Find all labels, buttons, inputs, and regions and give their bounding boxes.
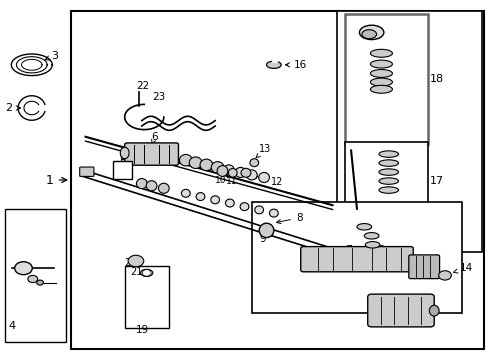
FancyBboxPatch shape — [124, 143, 178, 165]
Text: 1: 1 — [46, 174, 66, 186]
Text: 7: 7 — [344, 245, 351, 255]
Ellipse shape — [269, 209, 278, 217]
Bar — [344, 142, 427, 220]
Text: 6: 6 — [151, 132, 158, 145]
Ellipse shape — [378, 178, 398, 184]
Text: 20: 20 — [124, 258, 137, 268]
Text: 19: 19 — [136, 325, 149, 336]
Ellipse shape — [181, 189, 190, 197]
Ellipse shape — [361, 30, 376, 39]
Circle shape — [28, 275, 38, 283]
Text: 16: 16 — [285, 60, 306, 70]
Ellipse shape — [370, 85, 391, 93]
Circle shape — [128, 255, 143, 267]
Ellipse shape — [210, 196, 219, 204]
Ellipse shape — [266, 61, 281, 68]
Circle shape — [438, 271, 450, 280]
Ellipse shape — [370, 78, 391, 86]
Ellipse shape — [370, 60, 391, 68]
FancyBboxPatch shape — [80, 167, 94, 176]
Ellipse shape — [200, 159, 212, 171]
Ellipse shape — [241, 168, 250, 177]
Ellipse shape — [258, 172, 269, 183]
Text: 14: 14 — [452, 263, 472, 273]
Text: 21: 21 — [130, 267, 142, 277]
Ellipse shape — [211, 162, 224, 173]
Ellipse shape — [378, 160, 398, 166]
Text: 15: 15 — [371, 245, 385, 255]
Text: 4: 4 — [9, 321, 16, 331]
Ellipse shape — [146, 181, 157, 191]
Text: 17: 17 — [429, 176, 444, 186]
FancyBboxPatch shape — [408, 255, 439, 279]
Text: 10: 10 — [215, 176, 226, 185]
Ellipse shape — [378, 187, 398, 193]
Bar — [344, 14, 427, 144]
Text: 13: 13 — [256, 144, 271, 158]
Ellipse shape — [356, 224, 371, 230]
Ellipse shape — [196, 193, 204, 201]
Ellipse shape — [364, 233, 378, 239]
Ellipse shape — [141, 269, 153, 276]
Text: 22: 22 — [136, 81, 149, 91]
Ellipse shape — [223, 165, 234, 175]
Ellipse shape — [254, 206, 263, 214]
Ellipse shape — [370, 49, 391, 57]
FancyBboxPatch shape — [300, 247, 412, 272]
Bar — [124, 266, 168, 328]
Ellipse shape — [235, 167, 245, 177]
Ellipse shape — [240, 203, 248, 211]
Ellipse shape — [428, 305, 438, 316]
Bar — [251, 202, 461, 313]
Ellipse shape — [370, 69, 391, 77]
Ellipse shape — [365, 242, 379, 248]
Text: 12: 12 — [253, 175, 283, 187]
Bar — [71, 11, 483, 349]
Ellipse shape — [189, 157, 202, 168]
Ellipse shape — [246, 170, 257, 180]
Ellipse shape — [217, 166, 227, 176]
Text: 5: 5 — [120, 152, 126, 162]
Bar — [337, 11, 481, 252]
Ellipse shape — [249, 159, 258, 167]
FancyBboxPatch shape — [367, 294, 433, 327]
Ellipse shape — [120, 147, 129, 159]
Text: 3: 3 — [45, 51, 58, 61]
Ellipse shape — [378, 151, 398, 157]
Ellipse shape — [378, 169, 398, 175]
Circle shape — [37, 280, 43, 285]
Ellipse shape — [225, 199, 234, 207]
Text: 11: 11 — [225, 177, 237, 186]
Ellipse shape — [359, 25, 383, 40]
Ellipse shape — [136, 179, 147, 189]
Text: 9: 9 — [259, 234, 265, 244]
Bar — [113, 161, 132, 179]
Circle shape — [142, 270, 151, 276]
Bar — [5, 209, 66, 342]
Ellipse shape — [228, 168, 237, 177]
Text: 2: 2 — [5, 103, 20, 113]
Ellipse shape — [158, 183, 169, 193]
Ellipse shape — [259, 223, 273, 238]
Ellipse shape — [179, 154, 192, 166]
Text: 23: 23 — [152, 92, 165, 102]
Circle shape — [15, 262, 32, 275]
Text: 8: 8 — [276, 213, 302, 224]
Text: 18: 18 — [429, 74, 444, 84]
